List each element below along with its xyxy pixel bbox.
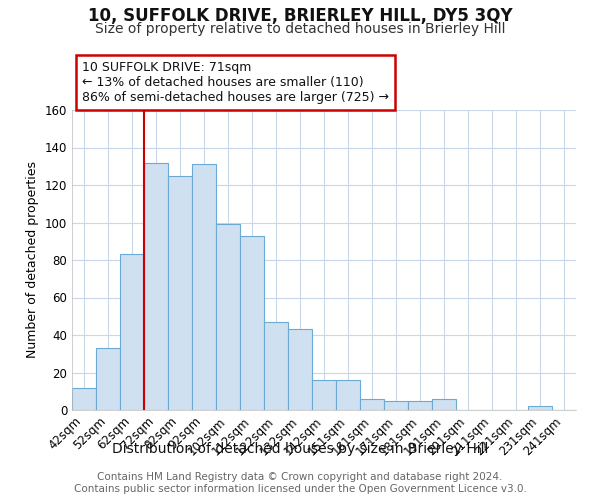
Bar: [264, 322, 288, 410]
Bar: [240, 236, 264, 410]
Bar: [288, 330, 312, 410]
Y-axis label: Number of detached properties: Number of detached properties: [26, 162, 39, 358]
Bar: [312, 380, 336, 410]
Text: Contains public sector information licensed under the Open Government Licence v3: Contains public sector information licen…: [74, 484, 526, 494]
Bar: [192, 164, 216, 410]
Text: Distribution of detached houses by size in Brierley Hill: Distribution of detached houses by size …: [112, 442, 488, 456]
Text: 10 SUFFOLK DRIVE: 71sqm
← 13% of detached houses are smaller (110)
86% of semi-d: 10 SUFFOLK DRIVE: 71sqm ← 13% of detache…: [82, 61, 389, 104]
Text: 10, SUFFOLK DRIVE, BRIERLEY HILL, DY5 3QY: 10, SUFFOLK DRIVE, BRIERLEY HILL, DY5 3Q…: [88, 8, 512, 26]
Bar: [408, 400, 432, 410]
Bar: [96, 348, 120, 410]
Bar: [432, 399, 456, 410]
Bar: [528, 406, 552, 410]
Bar: [120, 254, 144, 410]
Bar: [144, 162, 168, 410]
Bar: [216, 224, 240, 410]
Bar: [168, 176, 192, 410]
Text: Size of property relative to detached houses in Brierley Hill: Size of property relative to detached ho…: [95, 22, 505, 36]
Bar: [72, 388, 96, 410]
Bar: [336, 380, 360, 410]
Text: Contains HM Land Registry data © Crown copyright and database right 2024.: Contains HM Land Registry data © Crown c…: [97, 472, 503, 482]
Bar: [360, 399, 384, 410]
Bar: [384, 400, 408, 410]
